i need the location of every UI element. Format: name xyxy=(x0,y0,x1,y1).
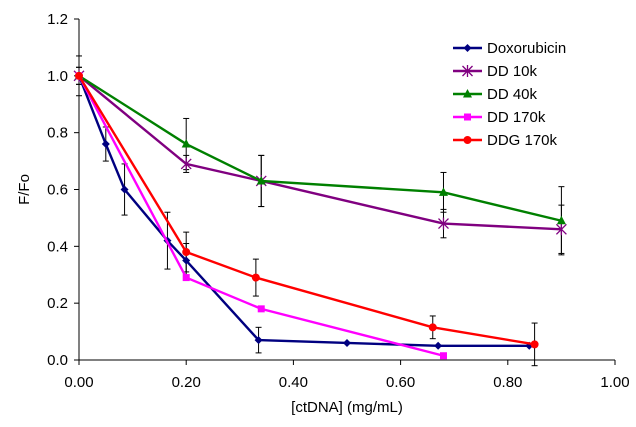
legend-label: DD 10k xyxy=(487,63,538,80)
data-point-dd-40k xyxy=(256,175,266,185)
x-tick-label: 0.60 xyxy=(386,374,415,391)
data-point-dd-40k xyxy=(556,215,566,225)
legend-label: Doxorubicin xyxy=(487,40,566,57)
data-point-dd-170k xyxy=(439,352,447,360)
legend-item-ddg-170k: DDG 170k xyxy=(453,132,558,149)
data-point-dd-10k xyxy=(438,217,449,230)
series-line-dd-170k xyxy=(77,75,444,357)
y-tick-label: 0.2 xyxy=(47,295,68,312)
data-point-doxorubicin xyxy=(254,336,263,345)
x-tick-label: 0.40 xyxy=(279,374,308,391)
x-tick-label: 0.00 xyxy=(64,374,93,391)
legend-label: DD 170k xyxy=(487,109,546,126)
x-tick-label: 1.00 xyxy=(600,374,629,391)
legend-item-dd-10k: DD 10k xyxy=(453,63,538,80)
y-tick-label: 0.8 xyxy=(47,125,68,142)
y-tick-label: 0.0 xyxy=(47,352,68,369)
data-point-ddg-170k xyxy=(428,323,437,332)
data-point-ddg-170k xyxy=(182,248,191,257)
y-tick-label: 1.2 xyxy=(47,11,68,28)
legend-marker xyxy=(463,89,472,98)
x-axis-title: [ctDNA] (mg/mL) xyxy=(291,399,403,416)
data-point-doxorubicin xyxy=(343,338,351,347)
data-point-doxorubicin xyxy=(434,341,443,350)
legend-item-dd-170k: DD 170k xyxy=(453,109,546,126)
x-tick-label: 0.80 xyxy=(493,374,522,391)
legend-marker xyxy=(462,65,473,77)
legend-item-doxorubicin: Doxorubicin xyxy=(453,40,566,57)
legend-label: DD 40k xyxy=(487,86,538,103)
y-tick-label: 0.6 xyxy=(47,182,68,199)
data-point-doxorubicin xyxy=(182,256,191,265)
legend-marker xyxy=(464,113,471,121)
series-ddg-170k xyxy=(75,71,539,349)
data-point-dd-170k xyxy=(257,305,265,313)
data-point-ddg-170k xyxy=(251,273,260,282)
y-axis-title: F/Fo xyxy=(16,174,33,205)
data-point-dd-170k xyxy=(182,274,190,282)
data-point-dd-40k xyxy=(438,187,448,196)
y-tick-label: 0.4 xyxy=(47,238,68,255)
legend-marker xyxy=(463,44,472,52)
data-point-dd-10k xyxy=(555,223,567,236)
data-point-dd-10k xyxy=(180,157,192,170)
ticks: 0.0 0.2 0.4 0.6 0.8 1.0 1.2 0.00 0.20 0.40 0.60 0.8… xyxy=(47,11,629,391)
legend-marker xyxy=(463,136,472,144)
data-point-doxorubicin xyxy=(101,140,110,149)
series-dd-40k xyxy=(74,70,566,225)
series xyxy=(73,69,567,360)
y-tick-label: 1.0 xyxy=(47,68,68,85)
data-point-ddg-170k xyxy=(530,340,539,349)
x-tick-label: 0.20 xyxy=(172,374,201,391)
data-point-doxorubicin xyxy=(120,185,129,194)
legend-item-dd-40k: DD 40k xyxy=(453,86,538,103)
data-point-ddg-170k xyxy=(75,71,83,80)
legend-label: DDG 170k xyxy=(487,132,558,149)
legend: Doxorubicin DD 10k DD 40k DD 170k DDG 170k xyxy=(453,40,566,149)
data-point-dd-40k xyxy=(181,139,191,148)
